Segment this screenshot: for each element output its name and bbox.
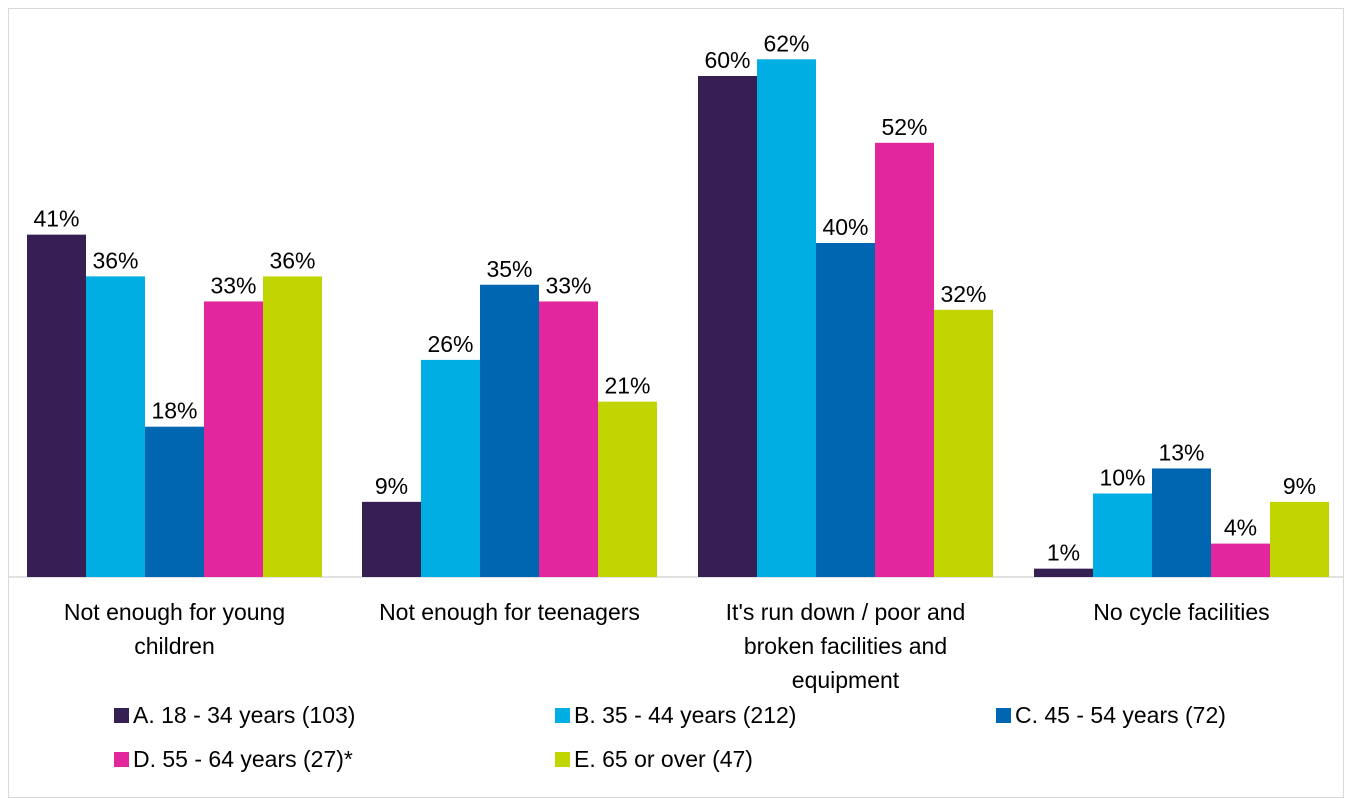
category-label: broken facilities and (744, 633, 947, 659)
bar (1152, 468, 1211, 577)
category-label: No cycle facilities (1093, 599, 1269, 625)
data-label: 18% (151, 398, 197, 424)
legend-label: A. 18 - 34 years (103) (133, 702, 356, 728)
bar-chart: 41% 36% 18% 33% 36% Not enough for young child… (8, 30, 1344, 693)
bar (263, 276, 322, 577)
data-label: 41% (33, 206, 79, 232)
data-label: 36% (269, 247, 315, 273)
legend-item: D. 55 - 64 years (27)* (114, 746, 353, 773)
legend-swatch (996, 708, 1011, 723)
bar (816, 243, 875, 577)
data-label: 4% (1224, 515, 1257, 541)
data-label: 40% (822, 214, 868, 240)
data-label: 32% (940, 281, 986, 307)
legend-item: A. 18 - 34 years (103) (114, 702, 355, 729)
bar (539, 301, 598, 577)
data-label: 52% (881, 114, 927, 140)
legend-label: C. 45 - 54 years (72) (1015, 702, 1226, 728)
data-label: 9% (1283, 473, 1316, 499)
legend-label: E. 65 or over (47) (574, 746, 753, 772)
data-label: 10% (1099, 465, 1145, 491)
legend-item: E. 65 or over (47) (555, 746, 753, 773)
bar (934, 309, 993, 577)
data-label: 33% (545, 272, 591, 298)
data-label: 13% (1158, 439, 1204, 465)
bar (204, 301, 263, 577)
bar (27, 234, 86, 577)
bar (698, 76, 757, 577)
category-label: Not enough for young (64, 599, 285, 625)
bar (757, 59, 816, 578)
bar (875, 142, 934, 578)
bar (480, 284, 539, 577)
legend-label: D. 55 - 64 years (27)* (133, 746, 353, 772)
category-label: It's run down / poor and (726, 599, 966, 625)
data-label: 62% (763, 30, 809, 56)
data-label: 9% (375, 473, 408, 499)
bar (1034, 568, 1093, 577)
data-label: 60% (704, 47, 750, 73)
category-label: children (134, 633, 215, 659)
legend-swatch (555, 752, 570, 767)
bar (1270, 501, 1329, 577)
legend-item: B. 35 - 44 years (212) (555, 702, 796, 729)
bar (145, 426, 204, 577)
data-label: 1% (1047, 540, 1080, 566)
data-label: 26% (427, 331, 473, 357)
legend-label: B. 35 - 44 years (212) (574, 702, 797, 728)
bar (421, 359, 480, 577)
category-label: equipment (792, 667, 900, 693)
bar (1211, 543, 1270, 577)
bar (362, 501, 421, 577)
legend-swatch (555, 708, 570, 723)
legend-swatch (114, 752, 129, 767)
data-label: 35% (486, 256, 532, 282)
legend-item: C. 45 - 54 years (72) (996, 702, 1226, 729)
bar (86, 276, 145, 577)
legend-swatch (114, 708, 129, 723)
data-label: 21% (604, 373, 650, 399)
chart-legend: A. 18 - 34 years (103) B. 35 - 44 years (… (0, 700, 1351, 785)
data-label: 33% (210, 272, 256, 298)
data-label: 36% (92, 247, 138, 273)
category-label: Not enough for teenagers (379, 599, 640, 625)
bar (598, 401, 657, 577)
bar (1093, 493, 1152, 577)
